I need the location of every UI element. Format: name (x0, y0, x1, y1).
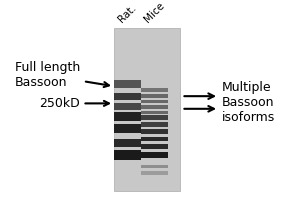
FancyBboxPatch shape (141, 88, 168, 92)
FancyBboxPatch shape (114, 139, 141, 147)
FancyBboxPatch shape (114, 28, 180, 191)
FancyBboxPatch shape (141, 171, 168, 175)
FancyBboxPatch shape (141, 165, 168, 168)
Text: Multiple
Bassoon
isoforms: Multiple Bassoon isoforms (222, 81, 275, 124)
Text: Full length
Bassoon: Full length Bassoon (15, 61, 109, 89)
FancyBboxPatch shape (114, 80, 141, 88)
Text: Rat.: Rat. (117, 3, 138, 25)
FancyBboxPatch shape (141, 111, 168, 114)
FancyBboxPatch shape (141, 100, 168, 103)
FancyBboxPatch shape (114, 103, 141, 110)
FancyBboxPatch shape (141, 94, 168, 98)
FancyBboxPatch shape (141, 144, 168, 149)
FancyBboxPatch shape (141, 137, 168, 141)
FancyBboxPatch shape (114, 124, 141, 133)
FancyBboxPatch shape (141, 129, 168, 134)
Text: Mice: Mice (142, 1, 167, 25)
FancyBboxPatch shape (141, 115, 168, 120)
FancyBboxPatch shape (114, 93, 141, 100)
FancyBboxPatch shape (141, 105, 168, 109)
FancyBboxPatch shape (114, 112, 141, 121)
FancyBboxPatch shape (114, 150, 141, 160)
Text: 250kD: 250kD (39, 97, 109, 110)
FancyBboxPatch shape (141, 122, 168, 127)
FancyBboxPatch shape (141, 152, 168, 158)
